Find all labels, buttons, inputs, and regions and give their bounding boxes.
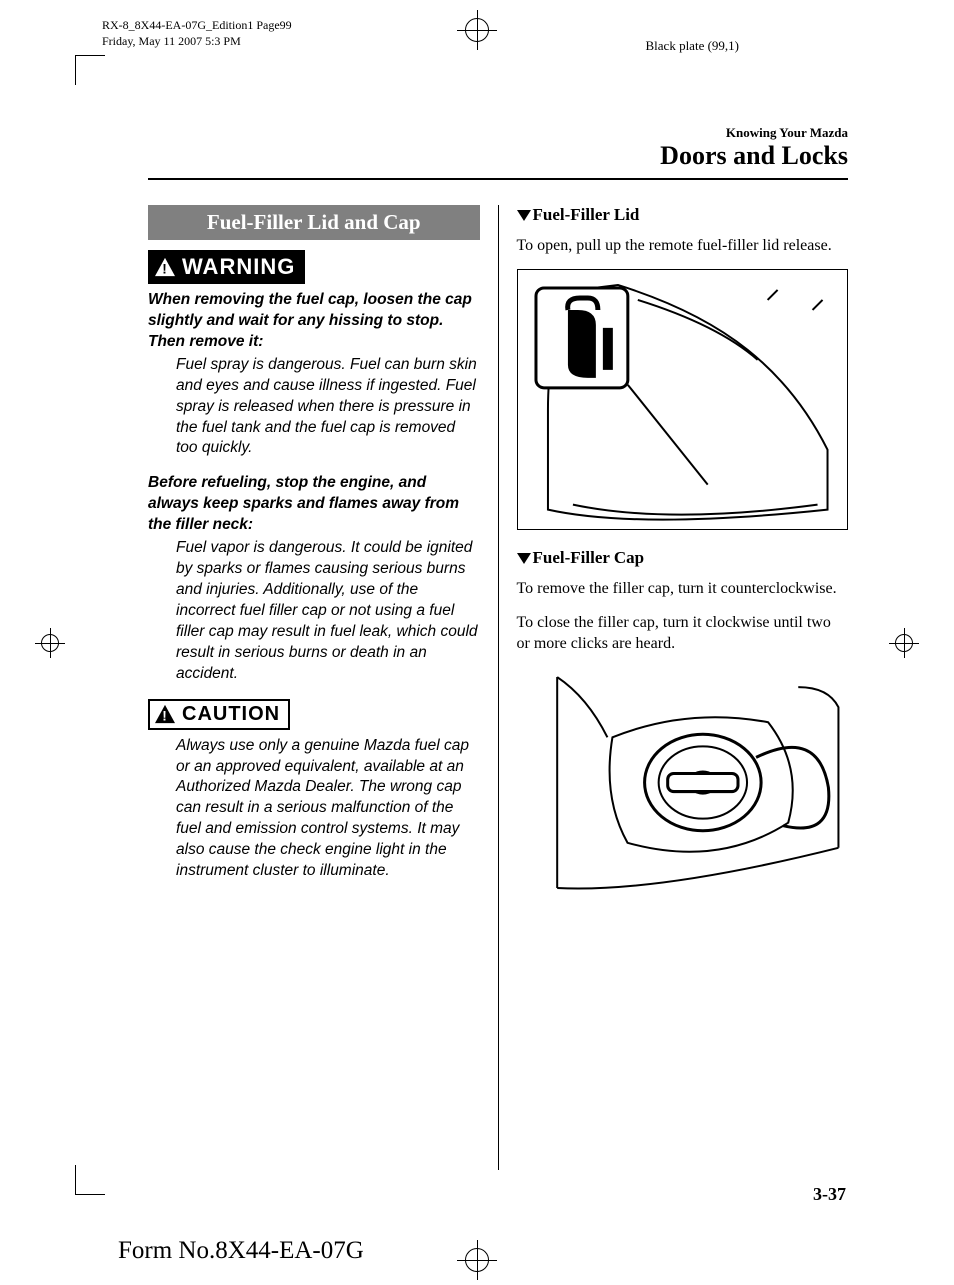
cap-paragraph-1: To remove the filler cap, turn it counte…	[517, 578, 849, 600]
doc-id: RX-8_8X44-EA-07G_Edition1 Page99	[102, 18, 292, 34]
subhead-lid-text: Fuel-Filler Lid	[533, 205, 640, 224]
warning-icon: !	[154, 257, 176, 277]
topic-heading: Fuel-Filler Lid and Cap	[148, 205, 480, 240]
warning-1-body: Fuel spray is dangerous. Fuel can burn s…	[148, 355, 480, 460]
subhead-cap-text: Fuel-Filler Cap	[533, 548, 645, 567]
print-timestamp: Friday, May 11 2007 5:3 PM	[102, 34, 292, 50]
cap-paragraph-2: To close the filler cap, turn it clockwi…	[517, 612, 849, 655]
section-header: Knowing Your Mazda Doors and Locks	[660, 125, 848, 171]
warning-label-text: WARNING	[182, 254, 295, 280]
caution-body: Always use only a genuine Mazda fuel cap…	[148, 736, 480, 882]
fuel-lid-illustration	[517, 269, 849, 531]
subhead-cap: Fuel-Filler Cap	[517, 548, 849, 568]
form-number: Form No.8X44-EA-07G	[118, 1237, 364, 1265]
crop-mark-tl	[75, 55, 105, 85]
registration-mark-top	[457, 10, 497, 50]
left-column: Fuel-Filler Lid and Cap ! WARNING When r…	[148, 205, 498, 1170]
triangle-bullet-icon	[517, 210, 531, 221]
crop-mark-bl	[75, 1165, 105, 1195]
section-kicker: Knowing Your Mazda	[660, 125, 848, 141]
print-header: RX-8_8X44-EA-07G_Edition1 Page99 Friday,…	[102, 18, 292, 49]
triangle-bullet-icon	[517, 553, 531, 564]
registration-mark-bottom	[457, 1240, 497, 1280]
caution-label-text: CAUTION	[182, 703, 280, 726]
plate-info: Black plate (99,1)	[646, 38, 740, 54]
fuel-cap-illustration	[517, 667, 849, 898]
page-number: 3-37	[813, 1184, 846, 1205]
section-title: Doors and Locks	[660, 141, 848, 171]
warning-1-heading: When removing the fuel cap, loosen the c…	[148, 290, 480, 353]
warning-2-body: Fuel vapor is dangerous. It could be ign…	[148, 538, 480, 684]
right-column: Fuel-Filler Lid To open, pull up the rem…	[499, 205, 849, 1170]
caution-label: ! CAUTION	[148, 699, 290, 730]
svg-text:!: !	[162, 708, 167, 723]
caution-icon: !	[154, 704, 176, 724]
header-rule	[148, 178, 848, 180]
warning-2-heading: Before refueling, stop the engine, and a…	[148, 473, 480, 536]
svg-text:!: !	[162, 261, 167, 276]
subhead-lid: Fuel-Filler Lid	[517, 205, 849, 225]
warning-label: ! WARNING	[148, 250, 305, 284]
lid-paragraph: To open, pull up the remote fuel-filler …	[517, 235, 849, 257]
content-columns: Fuel-Filler Lid and Cap ! WARNING When r…	[148, 205, 848, 1170]
registration-mark-right	[889, 628, 919, 658]
registration-mark-left	[35, 628, 65, 658]
